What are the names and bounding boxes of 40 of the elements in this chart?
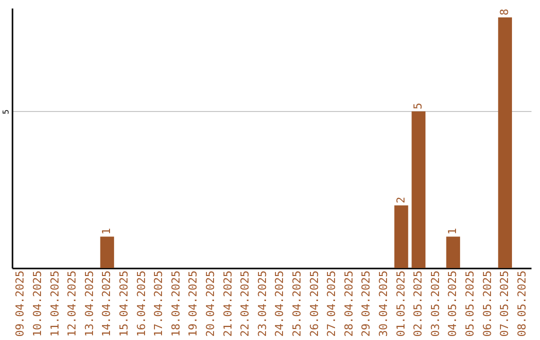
x-tick-label: 08.05.2025	[515, 270, 528, 337]
x-tick-label: 21.04.2025	[221, 270, 234, 337]
x-tick-label: 26.04.2025	[308, 270, 321, 337]
x-tick-label: 16.04.2025	[134, 270, 148, 337]
x-tick-label: 22.04.2025	[238, 270, 252, 337]
x-tick-label: 05.05.2025	[463, 270, 476, 337]
data-label: 1	[446, 228, 460, 235]
x-tick-label: 17.04.2025	[152, 270, 166, 337]
data-label: 1	[100, 228, 114, 235]
x-tick-label: 24.04.2025	[273, 270, 286, 337]
x-tick-label: 01.05.2025	[394, 270, 408, 337]
x-tick-label: 03.05.2025	[428, 270, 442, 337]
data-label: 8	[498, 8, 512, 16]
x-tick-label: 20.04.2025	[204, 270, 217, 337]
data-label: 2	[394, 196, 408, 204]
x-tick-label: 19.04.2025	[186, 270, 200, 337]
x-tick-label: 12.04.2025	[66, 270, 79, 337]
x-tick-label: 23.04.2025	[256, 270, 269, 337]
x-tick-label: 29.04.2025	[360, 270, 373, 337]
x-tick-label: 13.04.2025	[82, 270, 96, 337]
x-tick-label: 28.04.2025	[342, 270, 356, 337]
bar	[412, 111, 426, 268]
x-tick-label: 25.04.2025	[290, 270, 304, 337]
data-label: 5	[412, 102, 425, 110]
bar	[100, 236, 114, 268]
x-tick-label: 04.05.2025	[446, 270, 460, 337]
bar	[394, 205, 408, 268]
x-tick-label: 07.05.2025	[498, 270, 512, 337]
x-tick-label: 27.04.2025	[325, 270, 338, 337]
x-tick-label: 09.04.2025	[14, 270, 27, 337]
x-tick-label: 18.04.2025	[169, 270, 182, 337]
x-tick-label: 30.04.2025	[376, 270, 390, 337]
x-tick-label: 06.05.2025	[480, 270, 494, 337]
x-tick-label: 02.05.2025	[412, 270, 425, 337]
bar	[446, 236, 460, 268]
x-tick-label: 11.04.2025	[48, 270, 62, 337]
x-tick-label: 14.04.2025	[100, 270, 114, 337]
bar	[498, 17, 512, 268]
x-tick-label: 10.04.2025	[30, 270, 44, 337]
x-tick-label: 15.04.2025	[117, 270, 130, 337]
